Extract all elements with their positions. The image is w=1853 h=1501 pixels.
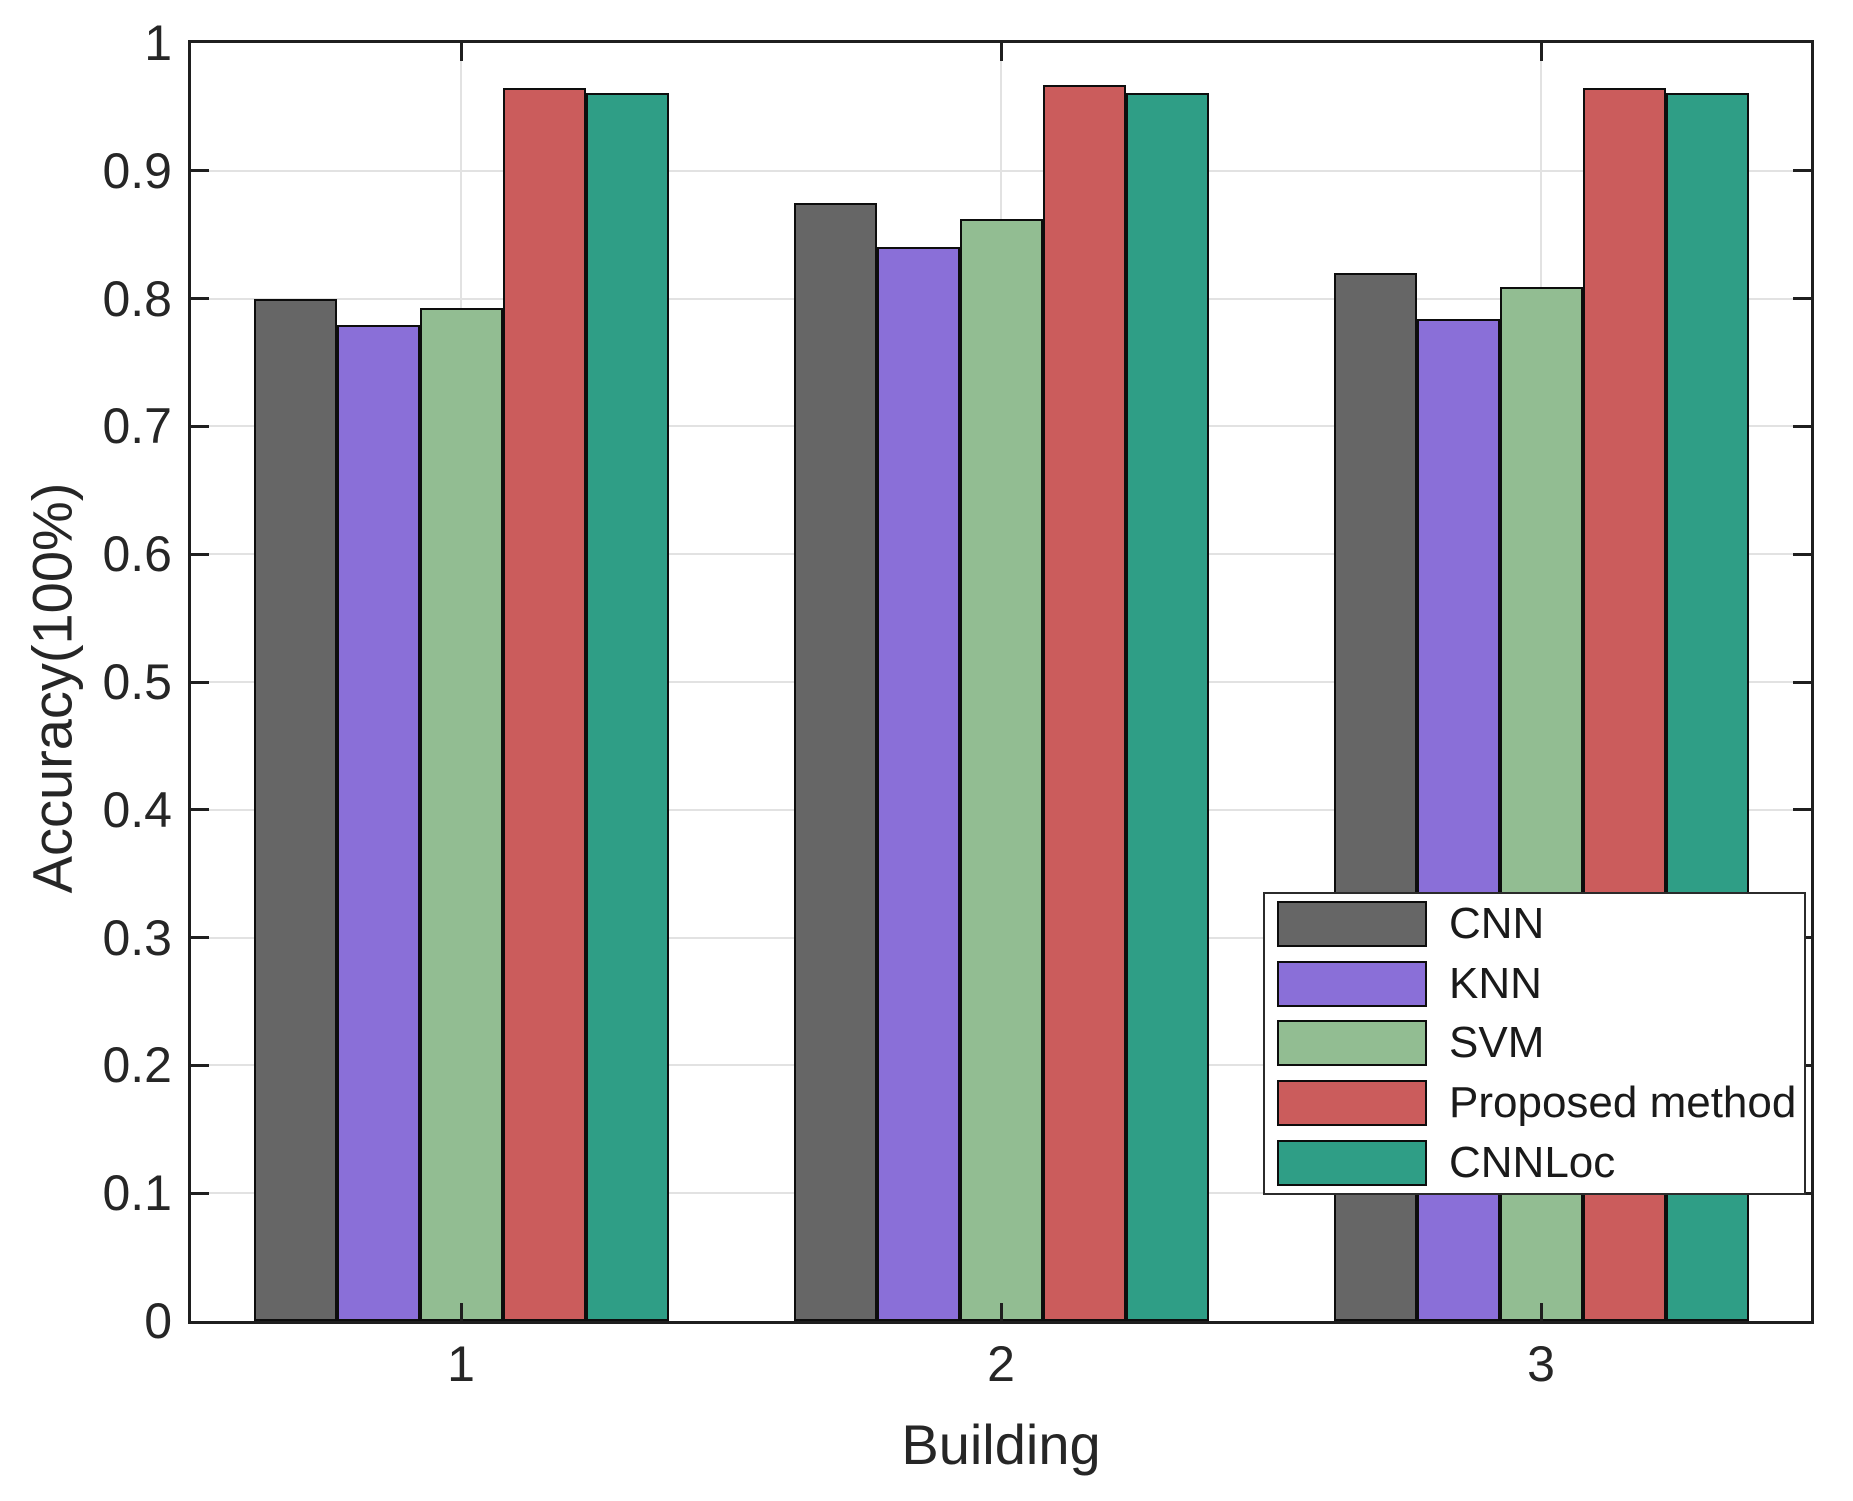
x-tick-top	[459, 43, 463, 61]
y-tick-left	[191, 169, 209, 173]
y-tick-label: 0.2	[102, 1037, 172, 1094]
x-tick-top	[999, 43, 1003, 61]
legend-swatch	[1277, 1080, 1427, 1127]
x-axis-label: Building	[901, 1413, 1101, 1476]
y-tick-label: 0.8	[102, 270, 172, 327]
legend-swatch	[1277, 960, 1427, 1007]
x-tick-label: 1	[447, 1336, 475, 1392]
legend-label: CNNLoc	[1449, 1138, 1616, 1188]
y-tick-left	[191, 1191, 209, 1195]
y-tick-label: 0.6	[102, 526, 172, 583]
bar-cnn-building-2	[794, 203, 877, 1321]
y-tick-label: 0.3	[102, 909, 172, 966]
legend-label: CNN	[1449, 898, 1545, 948]
y-tick-left	[191, 680, 209, 684]
legend-entry-cnn: CNN	[1265, 899, 1804, 949]
y-tick-right	[1793, 169, 1811, 173]
x-tick-bottom	[459, 1303, 463, 1321]
legend-swatch	[1277, 1140, 1427, 1187]
legend-label: KNN	[1449, 958, 1542, 1008]
y-tick-label: 0.1	[102, 1165, 172, 1222]
y-tick-right	[1793, 424, 1811, 428]
y-tick-left	[191, 808, 209, 812]
x-tick-bottom	[1539, 1303, 1543, 1321]
legend-entry-svm: SVM	[1265, 1018, 1804, 1068]
y-tick-right	[1793, 297, 1811, 301]
y-tick-left	[191, 297, 209, 301]
y-tick-label: 0.7	[102, 398, 172, 455]
y-tick-left	[191, 424, 209, 428]
bar-knn-building-1	[337, 325, 420, 1321]
y-tick-label: 0.9	[102, 142, 172, 199]
legend-entry-cnnloc: CNNLoc	[1265, 1138, 1804, 1188]
legend-entry-knn: KNN	[1265, 959, 1804, 1009]
y-tick-label: 0.4	[102, 781, 172, 838]
bar-svm-building-2	[960, 219, 1043, 1321]
legend-label: Proposed method	[1449, 1078, 1797, 1128]
y-tick-label: 0.5	[102, 654, 172, 710]
x-tick-label: 3	[1527, 1336, 1555, 1392]
bar-svm-building-1	[420, 308, 503, 1321]
bar-cnn-building-1	[254, 299, 337, 1321]
y-tick-label: 1	[144, 15, 172, 71]
legend-label: SVM	[1449, 1018, 1545, 1068]
x-tick-label: 2	[987, 1336, 1015, 1392]
bar-cnnloc-building-1	[586, 93, 669, 1321]
y-tick-right	[1793, 808, 1811, 812]
y-tick-left	[191, 552, 209, 556]
bar-proposed-method-building-1	[503, 88, 586, 1321]
y-tick-label: 0	[144, 1293, 172, 1349]
bar-knn-building-2	[877, 247, 960, 1321]
legend-swatch	[1277, 900, 1427, 947]
legend-swatch	[1277, 1020, 1427, 1067]
y-tick-right	[1793, 680, 1811, 684]
legend: CNN KNN SVM Proposed method CNNLoc	[1263, 892, 1806, 1195]
legend-entry-proposed-method: Proposed method	[1265, 1078, 1804, 1128]
bar-proposed-method-building-2	[1043, 85, 1126, 1321]
y-tick-right	[1793, 552, 1811, 556]
x-tick-top	[1539, 43, 1543, 61]
bar-cnnloc-building-2	[1126, 93, 1209, 1321]
x-tick-bottom	[999, 1303, 1003, 1321]
y-tick-left	[191, 936, 209, 940]
y-tick-left	[191, 1063, 209, 1067]
